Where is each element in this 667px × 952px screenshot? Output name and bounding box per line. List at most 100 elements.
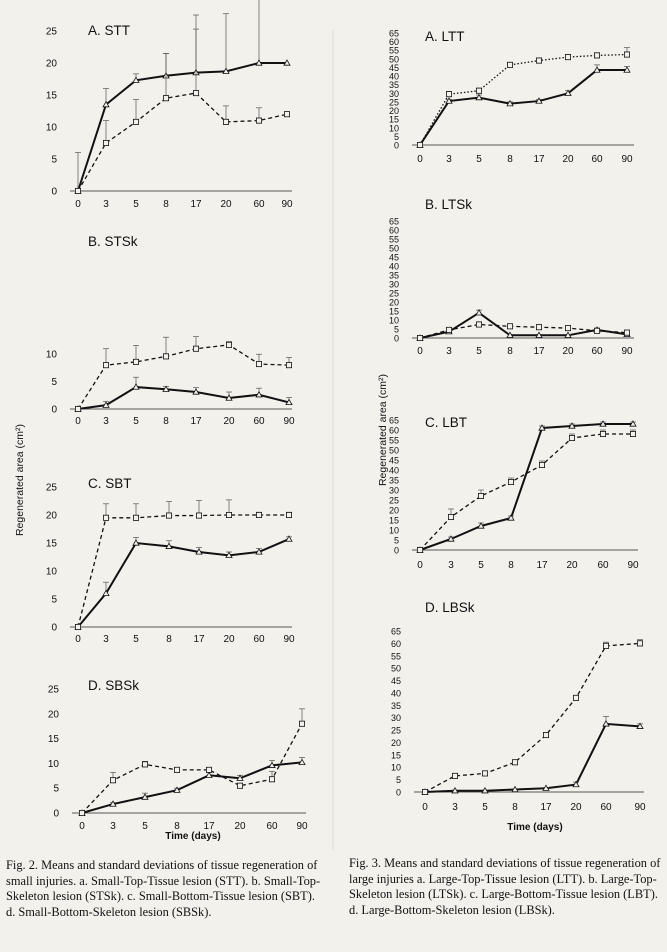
x-tick-label: 3 <box>103 199 109 210</box>
x-tick-label: 8 <box>174 821 180 832</box>
y-tick-label: 20 <box>389 506 399 516</box>
x-tick-label: 90 <box>283 416 295 427</box>
data-point <box>102 589 110 596</box>
series-line-dashed <box>81 723 303 814</box>
data-point <box>624 329 631 336</box>
y-tick-label: 60 <box>389 226 399 236</box>
data-point <box>599 420 607 427</box>
y-tick-label: 65 <box>391 627 401 637</box>
data-point <box>630 430 637 437</box>
data-point <box>445 97 453 104</box>
x-tick-label: 5 <box>476 154 482 165</box>
y-tick-label: 5 <box>394 325 399 335</box>
data-point <box>542 784 550 791</box>
data-point <box>565 54 572 61</box>
x-tick-label: 17 <box>190 199 202 210</box>
y-tick-label: 0 <box>396 788 401 798</box>
x-tick-label: 20 <box>223 634 235 645</box>
data-point <box>602 720 610 727</box>
data-point <box>593 66 601 73</box>
data-point <box>162 385 170 392</box>
x-tick-label: 8 <box>512 802 518 813</box>
data-point <box>222 118 229 125</box>
data-point <box>222 67 230 74</box>
x-tick-label: 20 <box>234 821 246 832</box>
y-tick-label: 20 <box>391 738 401 748</box>
x-tick-label: 60 <box>600 802 612 813</box>
x-tick-label: 60 <box>591 346 603 357</box>
y-tick-label: 10 <box>46 350 58 361</box>
y-tick-label: 20 <box>46 59 58 70</box>
data-point <box>416 141 423 148</box>
x-tick-label: 5 <box>476 346 482 357</box>
y-tick-label: 15 <box>48 734 60 745</box>
data-point <box>75 187 82 194</box>
data-point <box>110 777 117 784</box>
data-point <box>205 771 213 778</box>
data-point <box>132 118 139 125</box>
data-point <box>539 461 546 468</box>
chart-title: B. LTSk <box>425 197 472 212</box>
y-tick-label: 5 <box>396 775 401 785</box>
data-point <box>603 642 610 649</box>
chart-title: C. LBT <box>425 415 467 430</box>
data-point <box>236 774 244 781</box>
y-tick-label: 10 <box>391 763 401 773</box>
data-point <box>141 761 148 768</box>
data-point <box>477 492 484 499</box>
y-tick-label: 30 <box>389 486 399 496</box>
data-point <box>506 61 513 68</box>
chart-panel: A. STT 0 5 10 15 20 25 0 3 5 8 17 20 60 90 <box>46 0 293 210</box>
x-tick-label: 20 <box>220 199 232 210</box>
data-point <box>285 362 292 369</box>
x-tick-label: 20 <box>566 560 578 571</box>
data-point <box>192 90 199 97</box>
data-point <box>507 514 515 521</box>
data-point <box>445 326 452 333</box>
data-point <box>165 512 172 519</box>
data-point <box>75 624 82 631</box>
series-line-dashed <box>419 433 633 551</box>
y-tick-label: 0 <box>51 405 57 416</box>
chart-title: B. STSk <box>88 234 138 249</box>
data-point <box>225 394 233 401</box>
y-tick-label: 20 <box>389 298 399 308</box>
data-point <box>283 59 291 66</box>
data-point <box>568 422 576 429</box>
data-point <box>283 111 290 118</box>
y-tick-label: 5 <box>53 784 59 795</box>
x-tick-label: 3 <box>103 416 109 427</box>
x-tick-label: 17 <box>190 416 202 427</box>
data-point <box>535 97 543 104</box>
y-tick-label: 45 <box>389 63 399 73</box>
chart-title: D. SBSk <box>88 678 139 693</box>
x-tick-label: 60 <box>597 560 609 571</box>
x-tick-label: 20 <box>570 802 582 813</box>
x-tick-label: 3 <box>110 821 116 832</box>
y-tick-label: 45 <box>389 456 399 466</box>
series-line-dotted <box>419 53 628 146</box>
data-point <box>477 522 485 529</box>
data-point <box>268 776 275 783</box>
data-point <box>195 548 203 555</box>
data-point <box>421 789 428 796</box>
data-point <box>565 325 572 332</box>
x-tick-label: 8 <box>507 346 513 357</box>
y-tick-label: 45 <box>391 676 401 686</box>
series-line-solid <box>81 761 303 814</box>
data-point <box>103 139 110 146</box>
y-tick-label: 50 <box>389 244 399 254</box>
data-point <box>285 535 293 542</box>
x-tick-label: 0 <box>417 346 423 357</box>
data-point <box>481 786 489 794</box>
y-tick-label: 0 <box>394 546 399 556</box>
x-tick-label: 17 <box>533 154 545 165</box>
y-tick-label: 60 <box>389 426 399 436</box>
series-line-solid <box>419 69 627 146</box>
x-tick-label: 17 <box>540 802 552 813</box>
x-tick-label: 90 <box>296 821 308 832</box>
y-tick-label: 30 <box>389 280 399 290</box>
data-point <box>594 327 601 334</box>
